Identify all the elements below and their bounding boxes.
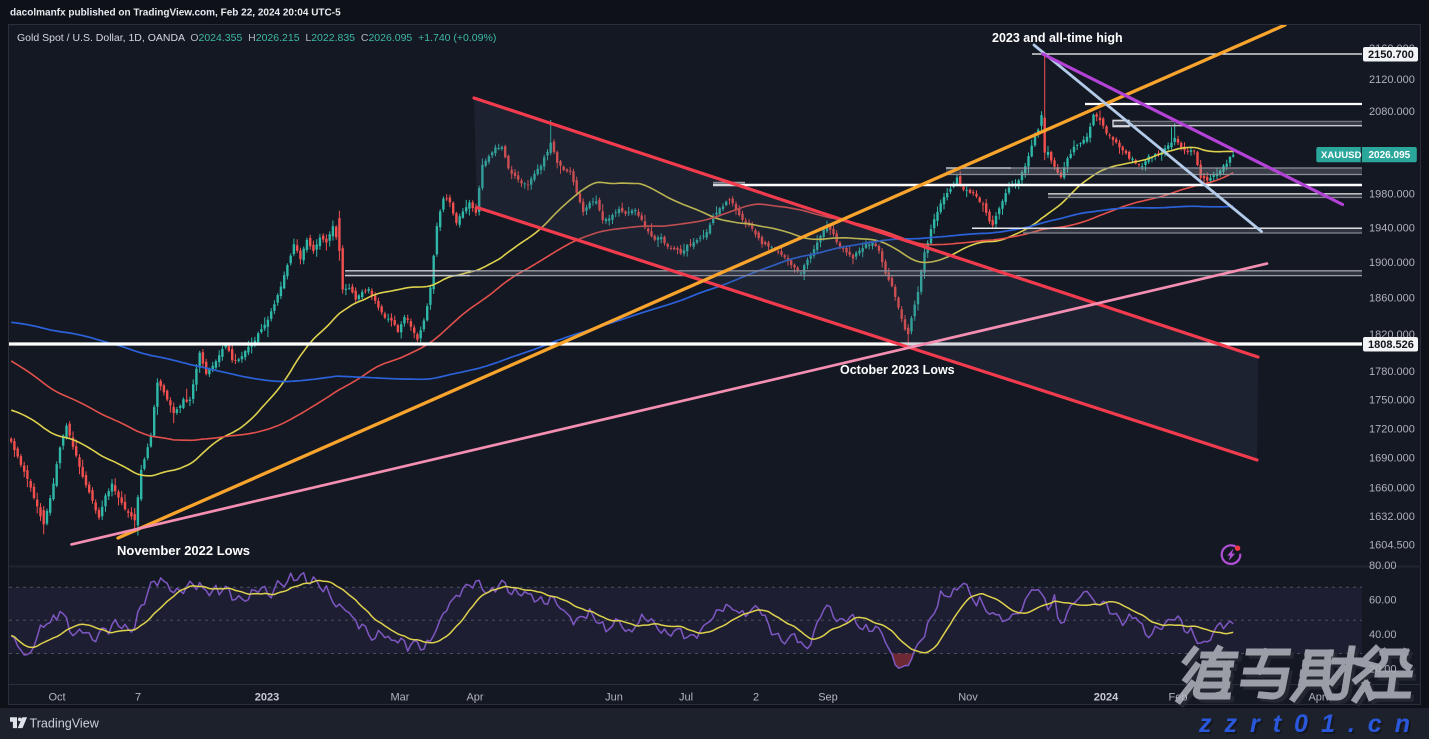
svg-text:TradingView: TradingView	[30, 717, 100, 731]
svg-text:Oct: Oct	[48, 692, 65, 704]
svg-text:80.00: 80.00	[1369, 560, 1397, 572]
svg-text:XAUUSD: XAUUSD	[1321, 150, 1362, 161]
svg-text:October 2023 Lows: October 2023 Lows	[840, 363, 955, 377]
svg-text:1980.000: 1980.000	[1369, 188, 1415, 200]
svg-text:Sep: Sep	[818, 692, 838, 704]
svg-text:Mar: Mar	[391, 692, 410, 704]
svg-text:Gold Spot / U.S. Dollar, 1D, O: Gold Spot / U.S. Dollar, 1D, OANDA O2024…	[17, 32, 496, 44]
svg-text:Jul: Jul	[679, 692, 693, 704]
svg-text:Nov: Nov	[958, 692, 978, 704]
svg-text:1690.000: 1690.000	[1369, 453, 1415, 465]
svg-text:1720.000: 1720.000	[1369, 423, 1415, 435]
svg-text:40.00: 40.00	[1369, 629, 1397, 641]
svg-text:zzrt01.cn: zzrt01.cn	[1198, 710, 1423, 738]
svg-text:2023 and all-time high: 2023 and all-time high	[992, 31, 1123, 45]
svg-text:Apr: Apr	[1308, 692, 1325, 704]
svg-text:2023: 2023	[255, 692, 279, 704]
svg-text:dacolmanfx published on Tradin: dacolmanfx published on TradingView.com,…	[10, 8, 341, 19]
svg-text:November 2022 Lows: November 2022 Lows	[117, 543, 250, 558]
svg-text:1632.000: 1632.000	[1369, 511, 1415, 523]
svg-text:1750.000: 1750.000	[1369, 394, 1415, 406]
svg-text:1780.000: 1780.000	[1369, 366, 1415, 378]
svg-text:2024: 2024	[1094, 692, 1119, 704]
svg-text:1940.000: 1940.000	[1369, 222, 1415, 234]
svg-text:1604.500: 1604.500	[1369, 539, 1415, 551]
svg-text:Jun: Jun	[605, 692, 623, 704]
svg-text:1660.000: 1660.000	[1369, 483, 1415, 495]
svg-text:1900.000: 1900.000	[1369, 257, 1415, 269]
svg-text:7: 7	[135, 692, 141, 704]
svg-text:zzrt01.cn: zzrt01.cn	[1200, 712, 1425, 739]
svg-text:Apr: Apr	[466, 692, 483, 704]
svg-text:2150.700: 2150.700	[1368, 49, 1414, 61]
svg-text:Feb: Feb	[1169, 692, 1188, 704]
svg-text:2120.000: 2120.000	[1369, 74, 1415, 86]
svg-text:2026.095: 2026.095	[1369, 150, 1411, 161]
svg-text:1860.000: 1860.000	[1369, 293, 1415, 305]
svg-text:1808.526: 1808.526	[1368, 339, 1414, 351]
svg-text:20.00: 20.00	[1369, 663, 1397, 675]
svg-text:60.00: 60.00	[1369, 595, 1397, 607]
svg-text:2080.000: 2080.000	[1369, 106, 1415, 118]
svg-text:2: 2	[753, 692, 759, 704]
